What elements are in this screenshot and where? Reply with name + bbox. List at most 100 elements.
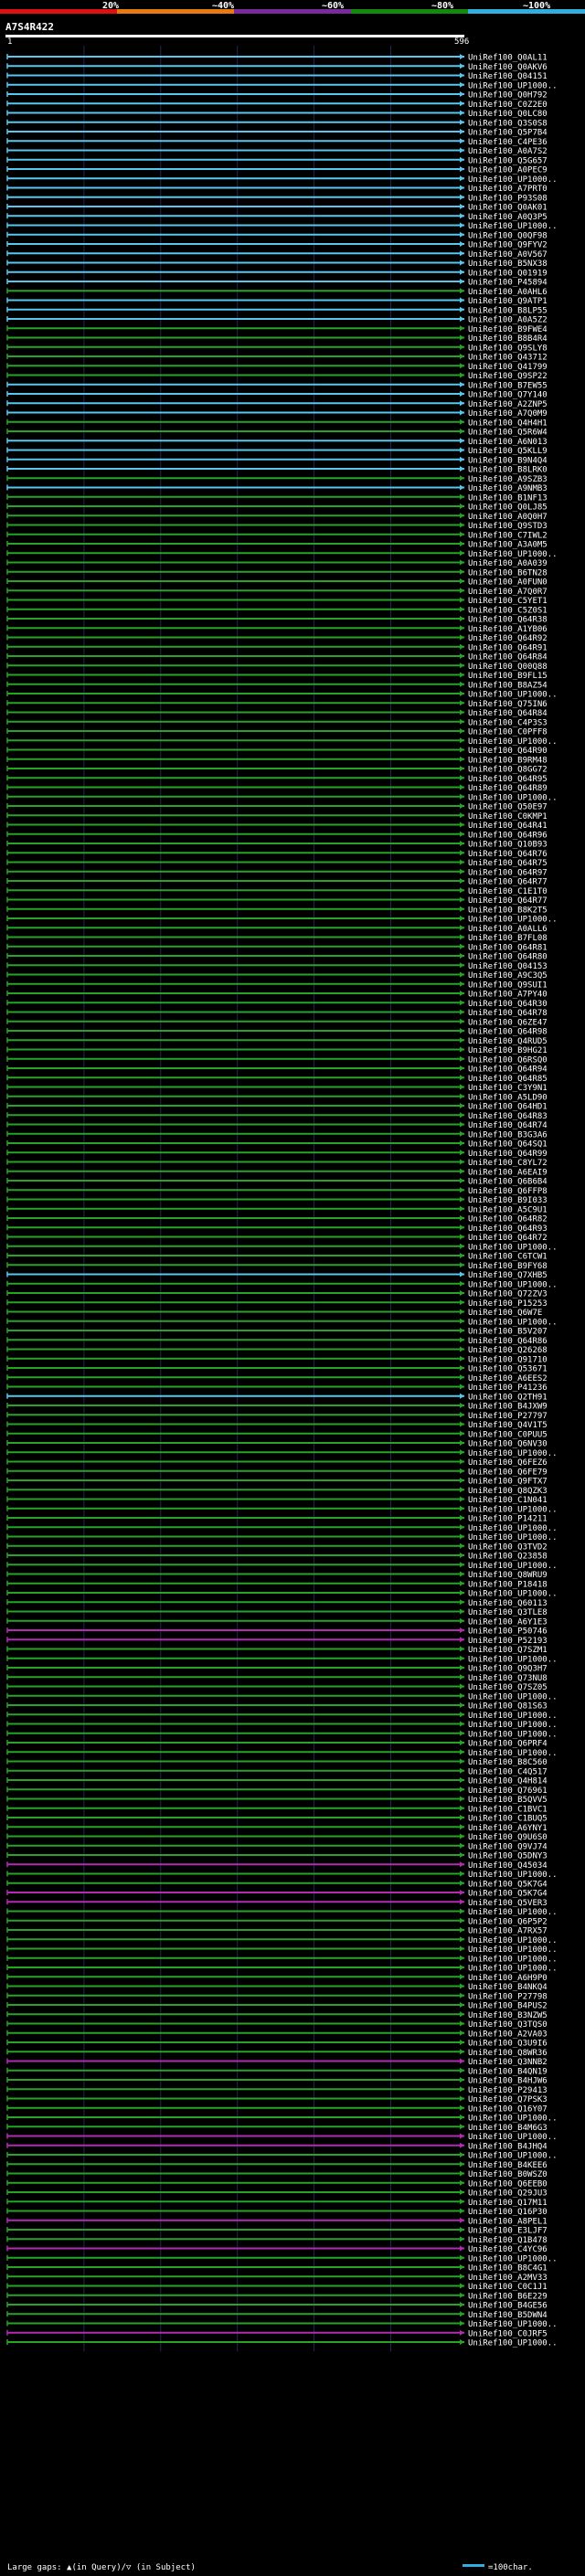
subject-label[interactable]: UniRef100_A7Q0M9 bbox=[468, 409, 548, 419]
subject-label[interactable]: UniRef100_Q5G657 bbox=[468, 156, 548, 165]
subject-label[interactable]: UniRef100_C0JRF5 bbox=[468, 2329, 548, 2338]
alignment-row[interactable]: UniRef100_Q64R78 bbox=[6, 1009, 548, 1018]
subject-label[interactable]: UniRef100_A0A5Z2 bbox=[468, 316, 548, 325]
subject-label[interactable]: UniRef100_B9FL15 bbox=[468, 672, 548, 681]
alignment-row[interactable]: UniRef100_C0KMP1 bbox=[6, 812, 548, 822]
alignment-row[interactable]: UniRef100_P41236 bbox=[6, 1383, 548, 1393]
alignment-row[interactable]: UniRef100_Q6EEB0 bbox=[6, 2179, 548, 2189]
subject-label[interactable]: UniRef100_Q64R77 bbox=[468, 878, 548, 887]
alignment-row[interactable]: UniRef100_Q3TVD2 bbox=[6, 1542, 548, 1552]
alignment-row[interactable]: UniRef100_A6N013 bbox=[6, 438, 548, 447]
alignment-row[interactable]: UniRef100_Q64R84 bbox=[6, 709, 548, 718]
subject-label[interactable]: UniRef100_Q17M11 bbox=[468, 2199, 548, 2208]
subject-label[interactable]: UniRef100_C0C1J1 bbox=[468, 2283, 548, 2292]
alignment-row[interactable]: UniRef100_Q26268 bbox=[6, 1346, 548, 1355]
alignment-row[interactable]: UniRef100_Q5K7G4 bbox=[6, 1890, 548, 1899]
alignment-row[interactable]: UniRef100_B7FL08 bbox=[6, 934, 548, 943]
alignment-row[interactable]: UniRef100_Q3NNB2 bbox=[6, 2058, 548, 2067]
subject-label[interactable]: UniRef100_Q64R95 bbox=[468, 775, 548, 784]
subject-label[interactable]: UniRef100_A9C3Q5 bbox=[468, 971, 548, 981]
alignment-row[interactable]: UniRef100_Q64R97 bbox=[6, 868, 548, 877]
alignment-row[interactable]: UniRef100_Q5K7G4 bbox=[6, 1880, 548, 1889]
alignment-row[interactable]: UniRef100_UP1000.. bbox=[6, 2152, 558, 2161]
subject-label[interactable]: UniRef100_Q64R30 bbox=[468, 1000, 548, 1009]
subject-label[interactable]: UniRef100_B9FWE4 bbox=[468, 325, 548, 334]
alignment-row[interactable]: UniRef100_A6H9P0 bbox=[6, 1974, 548, 1983]
alignment-row[interactable]: UniRef100_Q01919 bbox=[6, 269, 548, 278]
alignment-row[interactable]: UniRef100_P18418 bbox=[6, 1580, 548, 1589]
alignment-row[interactable]: UniRef100_C6TCW1 bbox=[6, 1253, 548, 1262]
alignment-row[interactable]: UniRef100_P14211 bbox=[6, 1515, 548, 1524]
alignment-row[interactable]: UniRef100_UP1000.. bbox=[6, 1908, 558, 1917]
subject-label[interactable]: UniRef100_Q01919 bbox=[468, 269, 548, 278]
alignment-row[interactable]: UniRef100_UP1000.. bbox=[6, 1590, 558, 1599]
subject-label[interactable]: UniRef100_B7FL08 bbox=[468, 934, 548, 943]
subject-label[interactable]: UniRef100_Q45034 bbox=[468, 1861, 548, 1871]
subject-label[interactable]: UniRef100_Q7PSK3 bbox=[468, 2095, 548, 2104]
alignment-row[interactable]: UniRef100_B4QN19 bbox=[6, 2067, 548, 2076]
alignment-row[interactable]: UniRef100_Q8QZK3 bbox=[6, 1487, 548, 1496]
subject-label[interactable]: UniRef100_UP1000.. bbox=[468, 1524, 558, 1533]
subject-label[interactable]: UniRef100_B5NX38 bbox=[468, 260, 548, 269]
alignment-row[interactable]: UniRef100_B4GE56 bbox=[6, 2302, 548, 2311]
alignment-row[interactable]: UniRef100_UP1000.. bbox=[6, 1712, 558, 1721]
alignment-row[interactable]: UniRef100_P29413 bbox=[6, 2086, 548, 2095]
subject-label[interactable]: UniRef100_Q9FTX7 bbox=[468, 1478, 548, 1487]
subject-label[interactable]: UniRef100_UP1000.. bbox=[468, 793, 558, 802]
subject-label[interactable]: UniRef100_UP1000.. bbox=[468, 1955, 558, 1964]
alignment-row[interactable]: UniRef100_B1NF13 bbox=[6, 493, 548, 503]
alignment-row[interactable]: UniRef100_C4Q517 bbox=[6, 1767, 548, 1776]
alignment-row[interactable]: UniRef100_A6EAI9 bbox=[6, 1168, 548, 1177]
subject-label[interactable]: UniRef100_UP1000.. bbox=[468, 691, 558, 700]
subject-label[interactable]: UniRef100_P18418 bbox=[468, 1580, 548, 1589]
subject-label[interactable]: UniRef100_C4PE36 bbox=[468, 138, 548, 147]
subject-label[interactable]: UniRef100_Q3S0S8 bbox=[468, 119, 548, 128]
alignment-row[interactable]: UniRef100_Q2TH91 bbox=[6, 1393, 548, 1402]
alignment-row[interactable]: UniRef100_Q7XHB5 bbox=[6, 1271, 548, 1280]
subject-label[interactable]: UniRef100_Q8WRU9 bbox=[468, 1571, 548, 1580]
subject-label[interactable]: UniRef100_C5Z0S1 bbox=[468, 606, 548, 615]
subject-label[interactable]: UniRef100_B4KEE6 bbox=[468, 2161, 548, 2170]
alignment-row[interactable]: UniRef100_Q64R82 bbox=[6, 1215, 548, 1224]
alignment-row[interactable]: UniRef100_P27797 bbox=[6, 1412, 548, 1421]
subject-label[interactable]: UniRef100_B5DWN4 bbox=[468, 2311, 548, 2320]
alignment-row[interactable]: UniRef100_C4PE36 bbox=[6, 138, 548, 147]
alignment-row[interactable]: UniRef100_B8K2T5 bbox=[6, 906, 548, 915]
subject-label[interactable]: UniRef100_C0PUU5 bbox=[468, 1430, 548, 1439]
alignment-row[interactable]: UniRef100_B9FL15 bbox=[6, 672, 548, 681]
alignment-row[interactable]: UniRef100_Q00Q88 bbox=[6, 663, 548, 672]
subject-label[interactable]: UniRef100_A9NMB3 bbox=[468, 484, 548, 493]
subject-label[interactable]: UniRef100_Q64R85 bbox=[468, 1075, 548, 1084]
subject-label[interactable]: UniRef100_Q29JU3 bbox=[468, 2189, 548, 2199]
alignment-row[interactable]: UniRef100_C4P3S3 bbox=[6, 718, 548, 727]
alignment-row[interactable]: UniRef100_A7PRT0 bbox=[6, 185, 548, 194]
alignment-row[interactable]: UniRef100_Q64R77 bbox=[6, 896, 548, 906]
subject-label[interactable]: UniRef100_UP1000.. bbox=[468, 222, 558, 231]
subject-label[interactable]: UniRef100_A7PRT0 bbox=[468, 185, 548, 194]
alignment-row[interactable]: UniRef100_Q6PRF4 bbox=[6, 1740, 548, 1749]
alignment-row[interactable]: UniRef100_Q64R96 bbox=[6, 831, 548, 840]
subject-label[interactable]: UniRef100_UP1000.. bbox=[468, 1449, 558, 1458]
alignment-row[interactable]: UniRef100_Q60113 bbox=[6, 1599, 548, 1608]
alignment-row[interactable]: UniRef100_A2ZNP5 bbox=[6, 400, 548, 409]
alignment-row[interactable]: UniRef100_B4NKQ4 bbox=[6, 1983, 548, 1992]
alignment-row[interactable]: UniRef100_C4YC96 bbox=[6, 2245, 548, 2254]
alignment-row[interactable]: UniRef100_Q9U6S0 bbox=[6, 1833, 548, 1842]
alignment-row[interactable]: UniRef100_Q8WR36 bbox=[6, 2049, 548, 2058]
subject-label[interactable]: UniRef100_B8B4R4 bbox=[468, 334, 548, 344]
alignment-row[interactable]: UniRef100_A7RX57 bbox=[6, 1927, 548, 1936]
alignment-row[interactable]: UniRef100_Q0QF98 bbox=[6, 231, 548, 240]
alignment-row[interactable]: UniRef100_Q6FE79 bbox=[6, 1468, 548, 1477]
subject-label[interactable]: UniRef100_Q0H792 bbox=[468, 91, 548, 101]
subject-label[interactable]: UniRef100_P15253 bbox=[468, 1299, 548, 1309]
alignment-row[interactable]: UniRef100_UP1000.. bbox=[6, 1243, 558, 1252]
alignment-row[interactable]: UniRef100_A5C9U1 bbox=[6, 1205, 548, 1214]
alignment-row[interactable]: UniRef100_UP1000.. bbox=[6, 1692, 558, 1701]
subject-label[interactable]: UniRef100_C4P3S3 bbox=[468, 718, 548, 727]
alignment-row[interactable]: UniRef100_Q72ZV3 bbox=[6, 1290, 548, 1299]
alignment-row[interactable]: UniRef100_Q75IN6 bbox=[6, 700, 548, 709]
subject-label[interactable]: UniRef100_A5LD90 bbox=[468, 1093, 548, 1102]
subject-label[interactable]: UniRef100_Q64R97 bbox=[468, 868, 548, 877]
subject-label[interactable]: UniRef100_A6Y1E3 bbox=[468, 1617, 548, 1627]
subject-label[interactable]: UniRef100_Q76961 bbox=[468, 1786, 548, 1796]
